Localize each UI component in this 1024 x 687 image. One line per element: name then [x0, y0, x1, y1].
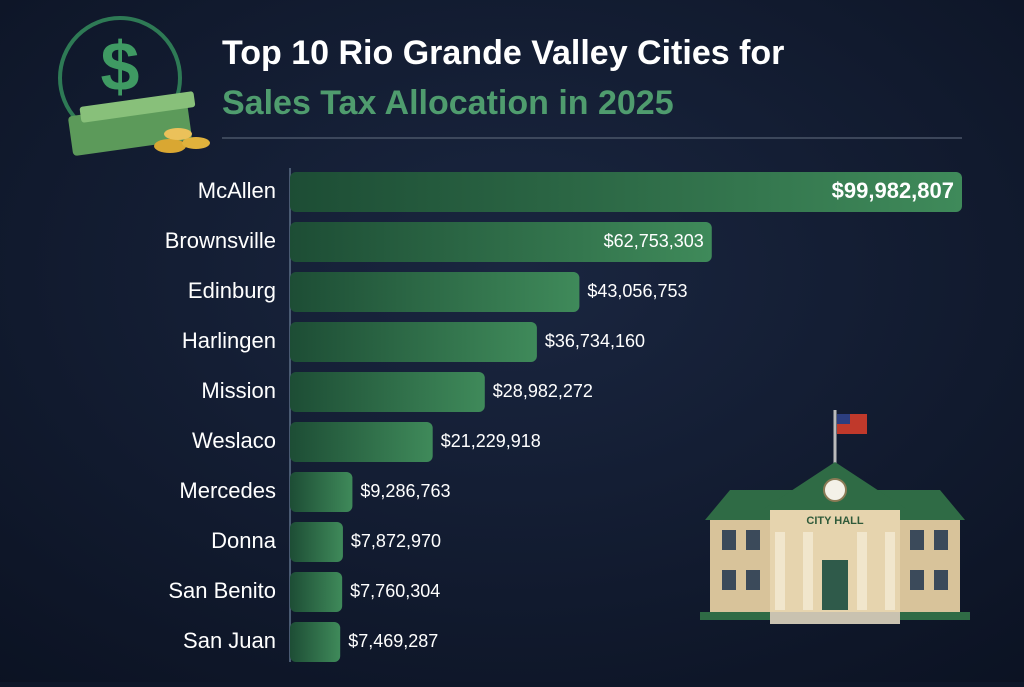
- category-label: Mission: [201, 378, 276, 403]
- value-label: $7,469,287: [348, 631, 438, 651]
- bar: [290, 472, 353, 512]
- value-label: $9,286,763: [360, 481, 450, 501]
- money-icon: $: [58, 16, 210, 156]
- value-label: $7,872,970: [351, 531, 441, 551]
- chart-title: Top 10 Rio Grande Valley Cities for: [222, 34, 784, 72]
- category-label: Mercedes: [179, 478, 276, 503]
- category-label: Harlingen: [182, 328, 276, 353]
- dollar-symbol: $: [101, 27, 140, 105]
- building-sign: CITY HALL: [806, 515, 864, 527]
- value-label: $28,982,272: [493, 381, 593, 401]
- bar: [290, 622, 341, 662]
- bar: [290, 522, 343, 562]
- category-label: Edinburg: [188, 278, 276, 303]
- category-label: Donna: [211, 528, 277, 553]
- category-label: Weslaco: [192, 428, 276, 453]
- bar: [290, 572, 343, 612]
- bar: [290, 422, 433, 462]
- category-label: San Juan: [183, 628, 276, 653]
- category-label: San Benito: [168, 578, 276, 603]
- chart-subtitle: Sales Tax Allocation in 2025: [222, 84, 674, 122]
- value-label: $21,229,918: [441, 431, 541, 451]
- bar: [290, 322, 537, 362]
- category-label: Brownsville: [165, 228, 276, 253]
- value-label: $7,760,304: [350, 581, 440, 601]
- bar: [290, 222, 712, 262]
- category-label: McAllen: [198, 178, 276, 203]
- bar: [290, 172, 962, 212]
- city-hall-icon: CITY HALL: [700, 410, 970, 624]
- value-label: $36,734,160: [545, 331, 645, 351]
- value-label: $62,753,303: [604, 231, 704, 251]
- bar: [290, 272, 580, 312]
- bar: [290, 372, 485, 412]
- value-label: $43,056,753: [587, 281, 687, 301]
- value-label: $99,982,807: [832, 178, 954, 203]
